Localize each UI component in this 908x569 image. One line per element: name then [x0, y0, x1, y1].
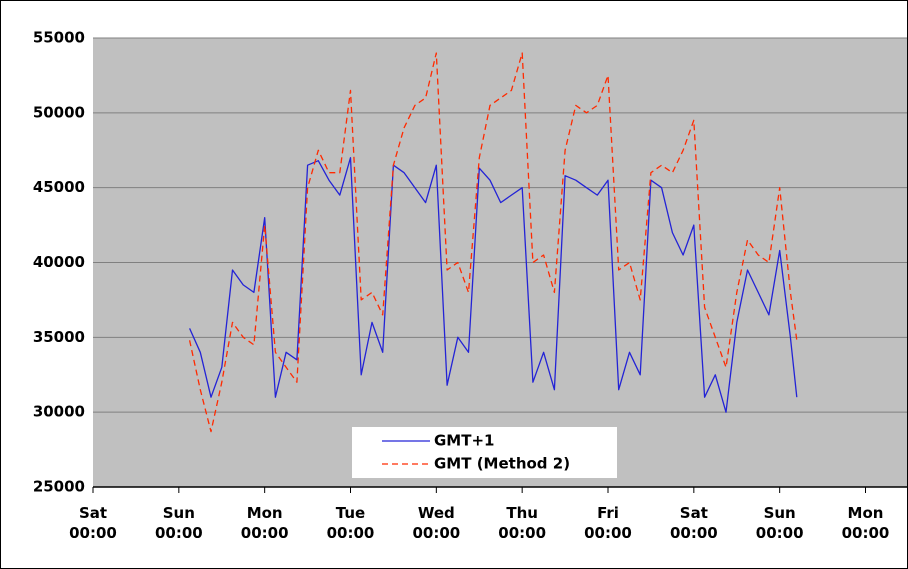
y-tick-label: 40000: [33, 253, 85, 271]
y-tick-label: 50000: [33, 103, 85, 121]
x-tick-label-line: Wed: [418, 504, 455, 522]
x-tick-label-line: Sat: [79, 504, 107, 522]
x-tick-label-line: Sat: [680, 504, 708, 522]
x-tick-label: Fri 00:00: [584, 504, 632, 542]
y-tick-label: 25000: [33, 478, 85, 496]
series-line: [188, 52, 798, 433]
x-tick-label: Thu 00:00: [498, 504, 546, 542]
x-tick-label-line: 00:00: [412, 524, 460, 542]
x-tick-label-line: Sun: [163, 504, 195, 522]
y-tick-label: 55000: [33, 29, 85, 47]
x-tick-label-line: Fri: [597, 504, 619, 522]
x-tick-label-line: Tue: [336, 504, 365, 522]
x-tick-label: Mon 00:00: [842, 504, 890, 542]
x-tick-label: Tue 00:00: [327, 504, 375, 542]
x-tick-label-line: 00:00: [842, 524, 890, 542]
x-tick-label-line: 00:00: [69, 524, 117, 542]
series-line: [189, 157, 798, 413]
x-tick-label-line: 00:00: [584, 524, 632, 542]
x-tick-label-line: 00:00: [498, 524, 546, 542]
legend: [352, 427, 617, 478]
x-tick-label: Sun 00:00: [756, 504, 804, 542]
y-tick-label: 35000: [33, 328, 85, 346]
x-tick-label-line: 00:00: [155, 524, 203, 542]
x-tick-label-line: Mon: [848, 504, 884, 522]
x-tick-label: Sat 00:00: [670, 504, 718, 542]
legend-label: GMT+1: [434, 432, 494, 450]
x-tick-label: Sat 00:00: [69, 504, 117, 542]
x-tick-label: Sun 00:00: [155, 504, 203, 542]
x-tick-label-line: 00:00: [241, 524, 289, 542]
legend-label: GMT (Method 2): [434, 455, 570, 473]
x-tick-label-line: 00:00: [670, 524, 718, 542]
x-tick-label-line: 00:00: [327, 524, 375, 542]
x-tick-label: Wed 00:00: [412, 504, 460, 542]
y-tick-label: 45000: [33, 178, 85, 196]
x-tick-label-line: 00:00: [756, 524, 804, 542]
x-tick-label: Mon 00:00: [241, 504, 289, 542]
x-tick-label-line: Mon: [247, 504, 283, 522]
y-tick-label: 30000: [33, 403, 85, 421]
x-tick-label-line: Thu: [506, 504, 538, 522]
x-tick-label-line: Sun: [764, 504, 796, 522]
